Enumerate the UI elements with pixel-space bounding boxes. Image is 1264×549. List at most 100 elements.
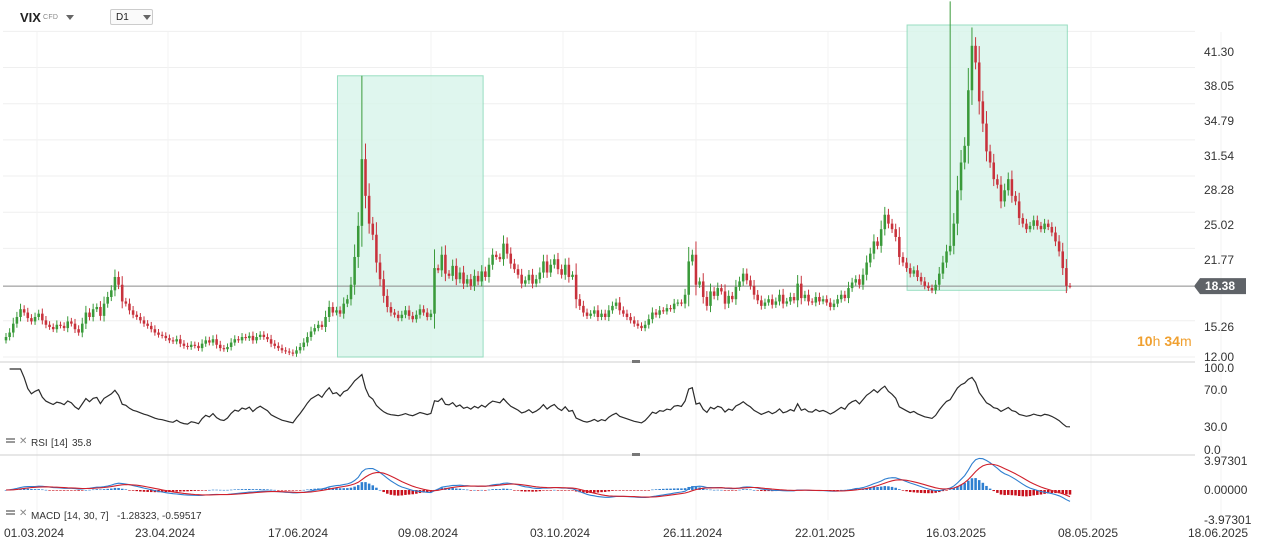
candle-body — [738, 281, 741, 287]
macd-histogram-bar — [589, 490, 592, 493]
candle-body — [643, 324, 647, 329]
macd-histogram-bar — [745, 489, 749, 490]
macd-histogram-bar — [84, 489, 88, 491]
candle-body — [251, 335, 255, 341]
candle-body — [872, 241, 876, 254]
candle-body — [262, 334, 266, 337]
macd-histogram-bar — [244, 489, 247, 490]
candle-body — [171, 340, 175, 342]
macd-histogram-bar — [1057, 490, 1061, 494]
macd-histogram-bar — [200, 490, 204, 491]
macd-signal-line — [5, 463, 1071, 498]
candle-body — [956, 190, 959, 224]
macd-histogram-bar — [378, 489, 382, 491]
macd-histogram-bar — [80, 490, 84, 491]
macd-histogram-bar — [738, 489, 741, 491]
macd-histogram-bar — [218, 489, 222, 491]
candle-body — [182, 343, 186, 346]
candle-body — [850, 282, 854, 289]
candle-body — [912, 270, 916, 274]
macd-histogram-bar — [139, 490, 142, 492]
macd-histogram-bar — [131, 490, 135, 491]
candle-body — [760, 300, 763, 306]
macd-histogram-bar — [208, 489, 211, 491]
macd-histogram-bar — [396, 490, 400, 496]
candle-body — [487, 264, 491, 277]
candle-body — [556, 259, 560, 270]
macd-histogram-bar — [912, 490, 916, 493]
candle-body — [803, 294, 807, 299]
macd-histogram-bar — [66, 490, 70, 491]
candle-body — [193, 344, 197, 346]
close-icon[interactable]: ✕ — [19, 436, 27, 447]
candle-body — [952, 223, 956, 246]
macd-histogram-bar — [919, 490, 923, 493]
candle-body — [349, 284, 353, 300]
symbol-dropdown-icon[interactable] — [66, 15, 74, 20]
candle-body — [571, 274, 574, 277]
candle-body — [720, 288, 723, 292]
symbol-name[interactable]: VIX — [20, 10, 41, 25]
macd-histogram-bar — [248, 489, 251, 490]
macd-histogram-bar — [574, 490, 578, 492]
candle-body — [854, 279, 858, 283]
macd-histogram-bar — [749, 489, 752, 491]
macd-histogram-bar — [1065, 490, 1068, 495]
price-tick-label: 38.05 — [1204, 79, 1234, 93]
candle-body — [712, 291, 716, 296]
macd-histogram-bar — [62, 490, 66, 491]
candle-body — [189, 344, 193, 347]
macd-histogram-bar — [291, 490, 295, 491]
candle-body — [248, 335, 251, 339]
candle-body — [480, 271, 483, 282]
macd-histogram-bar — [600, 490, 603, 493]
macd-histogram-bar — [404, 490, 407, 495]
candle-body — [462, 272, 465, 284]
macd-histogram-bar — [22, 488, 26, 490]
candle-body — [287, 351, 291, 353]
timeframe-select[interactable]: D1 — [110, 9, 153, 25]
macd-histogram-bar — [614, 490, 618, 491]
candle-body — [593, 310, 596, 314]
candle-body — [425, 312, 429, 317]
rsi-legend: ✕ RSI [14] 35.8 — [6, 436, 92, 449]
macd-histogram-bar — [113, 487, 117, 490]
candle-body — [977, 62, 981, 102]
macd-histogram-bar — [1046, 490, 1050, 494]
macd-histogram-bar — [636, 490, 640, 491]
candle-body — [1014, 195, 1017, 202]
macd-histogram-bar — [142, 490, 146, 492]
candle-body — [389, 306, 393, 313]
candle-body — [396, 314, 400, 319]
candle-body — [582, 305, 585, 313]
candle-body — [1054, 232, 1057, 242]
macd-histogram-bar — [186, 490, 189, 492]
price-tick-label: 12.00 — [1204, 350, 1234, 364]
macd-histogram-bar — [611, 490, 614, 491]
macd-histogram-bar — [204, 490, 207, 491]
indicator-menu-icon[interactable] — [6, 438, 15, 440]
indicator-menu-icon[interactable] — [6, 510, 15, 512]
candle-body — [458, 272, 462, 280]
candle-body — [175, 339, 178, 342]
candle-body — [560, 269, 563, 275]
macd-histogram-bar — [839, 489, 843, 491]
candle-body — [33, 316, 37, 322]
macd-histogram-bar — [727, 490, 730, 491]
panel-resize-handle[interactable] — [632, 453, 640, 456]
candle-body — [8, 332, 11, 337]
candle-body — [585, 312, 589, 316]
price-tick-label: 28.28 — [1204, 183, 1234, 197]
macd-histogram-bar — [669, 488, 672, 490]
candle-body — [342, 303, 345, 314]
close-icon[interactable]: ✕ — [19, 508, 27, 519]
candle-body — [160, 334, 164, 336]
macd-histogram-bar — [95, 489, 99, 490]
candle-body — [200, 343, 204, 349]
timeframe-label: D1 — [116, 12, 129, 23]
candle-body — [948, 245, 952, 252]
panel-resize-handle[interactable] — [632, 360, 640, 363]
macd-histogram-bar — [215, 489, 218, 491]
macd-histogram-bar — [651, 489, 654, 491]
